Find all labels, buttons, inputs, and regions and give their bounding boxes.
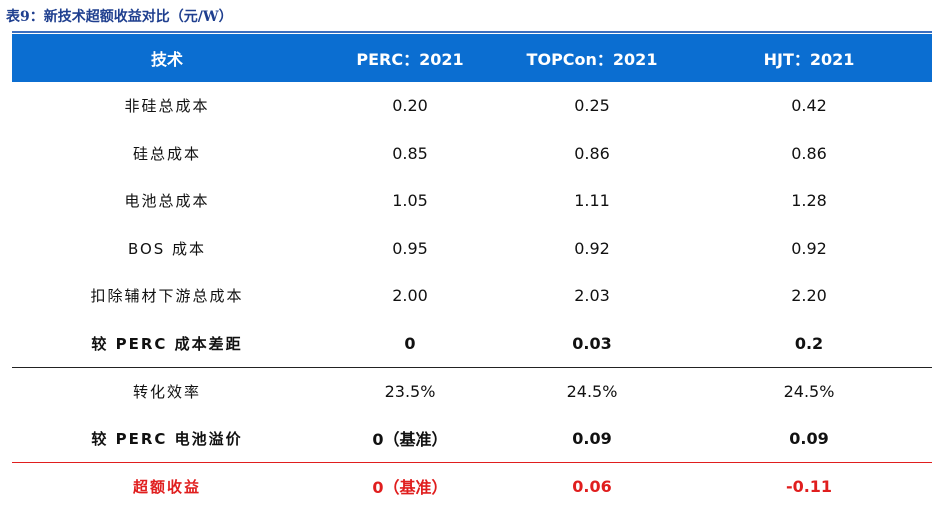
cell-perc: 0.85 [392,143,428,163]
cell-hjt: 24.5% [686,366,932,415]
cell-perc: 0 [404,333,416,353]
row-label: 较 PERC 电池溢价 [91,429,243,448]
cell-hjt: -0.11 [686,461,932,510]
cell-topcon: 0.06 [498,461,686,510]
row-downstream-cost: 扣除辅材下游总成本 2.00 2.03 2.20 [12,272,932,320]
row-cell-cost: 电池总成本 1.05 1.11 1.28 [12,177,932,225]
row-silicon-cost: 硅总成本 0.85 0.86 0.86 [12,130,932,178]
row-bos-cost: BOS 成本 0.95 0.92 0.92 [12,225,932,273]
cell-perc: 2.00 [392,286,428,306]
cell-hjt: 0.86 [791,143,827,163]
row-label: 非硅总成本 [124,97,210,116]
cell-hjt: 1.28 [791,191,827,211]
row-excess-return: 超额收益 0（基准） 0.06 -0.11 [12,461,932,510]
cell-hjt: 0.42 [791,96,827,116]
cell-topcon: 0.92 [574,238,610,258]
cell-topcon: 1.11 [574,191,610,211]
header-hjt: HJT：2021 [763,50,855,69]
cell-perc: 0.20 [392,96,428,116]
cell-hjt: 0.09 [789,428,829,448]
cell-hjt: 0.92 [791,238,827,258]
cell-perc: 1.05 [392,191,428,211]
cell-topcon: 24.5% [498,366,686,415]
caption-rule [12,31,932,33]
cell-topcon: 0.03 [572,333,612,353]
cell-hjt: 2.20 [791,286,827,306]
row-cost-gap-vs-perc: 较 PERC 成本差距 0 0.03 0.2 [12,320,932,368]
row-label: 超额收益 [12,461,322,510]
row-conversion-efficiency: 转化效率 23.5% 24.5% 24.5% [12,366,932,415]
table-header-row: 技术 PERC：2021 TOPCon：2021 HJT：2021 [12,34,932,82]
comparison-table: 技术 PERC：2021 TOPCon：2021 HJT：2021 非硅总成本 … [12,34,932,510]
row-label: 转化效率 [12,366,322,415]
cell-perc: 0（基准） [372,430,448,449]
row-non-silicon-cost: 非硅总成本 0.20 0.25 0.42 [12,82,932,130]
cell-topcon: 0.25 [574,96,610,116]
cell-topcon: 2.03 [574,286,610,306]
header-perc: PERC：2021 [356,50,464,69]
header-technology: 技术 [150,50,183,69]
cell-hjt: 0.2 [794,333,824,353]
row-label: 扣除辅材下游总成本 [90,287,244,306]
row-label: 电池总成本 [124,192,210,211]
cell-perc: 23.5% [322,366,498,415]
cell-perc: 0.95 [392,238,428,258]
row-label: 较 PERC 成本差距 [91,334,243,353]
cell-topcon: 0.86 [574,143,610,163]
cell-perc: 0（基准） [322,461,498,510]
row-premium-vs-perc: 较 PERC 电池溢价 0（基准） 0.09 0.09 [12,415,932,463]
header-topcon: TOPCon：2021 [526,50,658,69]
cell-topcon: 0.09 [572,428,612,448]
row-label: BOS 成本 [127,239,207,258]
table-caption: 表9：新技术超额收益对比（元/W） [6,9,233,25]
row-label: 硅总成本 [132,144,201,163]
